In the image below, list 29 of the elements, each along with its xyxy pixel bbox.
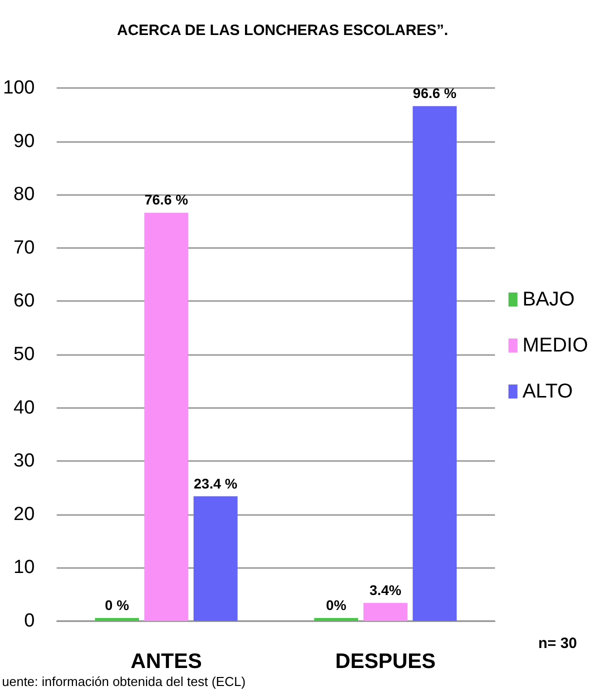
data-label: 96.6 % xyxy=(412,85,458,102)
x-tick-label: DESPUES xyxy=(335,650,436,673)
legend-label: BAJO xyxy=(522,288,575,310)
data-label: 76.6 % xyxy=(144,192,189,208)
y-tick-label: 70 xyxy=(14,237,35,258)
data-label: 0 % xyxy=(104,597,130,613)
x-tick-label: ANTES xyxy=(130,650,202,673)
legend-label: MEDIO xyxy=(522,334,588,356)
text: uente: información obtenida del test (ECL) xyxy=(2,674,246,689)
chart-title: ACERCA DE LAS LONCHERAS ESCOLARES”. xyxy=(117,22,448,39)
y-tick-label: 50 xyxy=(14,344,35,365)
y-tick-label: 40 xyxy=(14,397,35,418)
data-label: 23.4 % xyxy=(194,475,238,492)
y-tick-label: 80 xyxy=(14,184,35,206)
bar xyxy=(412,106,457,621)
data-label: 0% xyxy=(326,597,347,613)
bar xyxy=(144,212,188,621)
legend-label: ALTO xyxy=(522,380,573,402)
y-tick-label: 90 xyxy=(14,130,35,152)
y-tick-label: 100 xyxy=(3,78,35,98)
y-tick-label: 60 xyxy=(14,290,35,312)
y-tick-label: 10 xyxy=(14,557,35,578)
bar xyxy=(314,618,358,621)
text: n= 30 xyxy=(538,635,578,652)
bar xyxy=(94,618,139,621)
y-tick-label: 0 xyxy=(24,610,35,632)
data-label: 3.4% xyxy=(369,582,402,598)
y-tick-label: 20 xyxy=(14,504,35,525)
y-tick-label: 30 xyxy=(14,450,35,472)
